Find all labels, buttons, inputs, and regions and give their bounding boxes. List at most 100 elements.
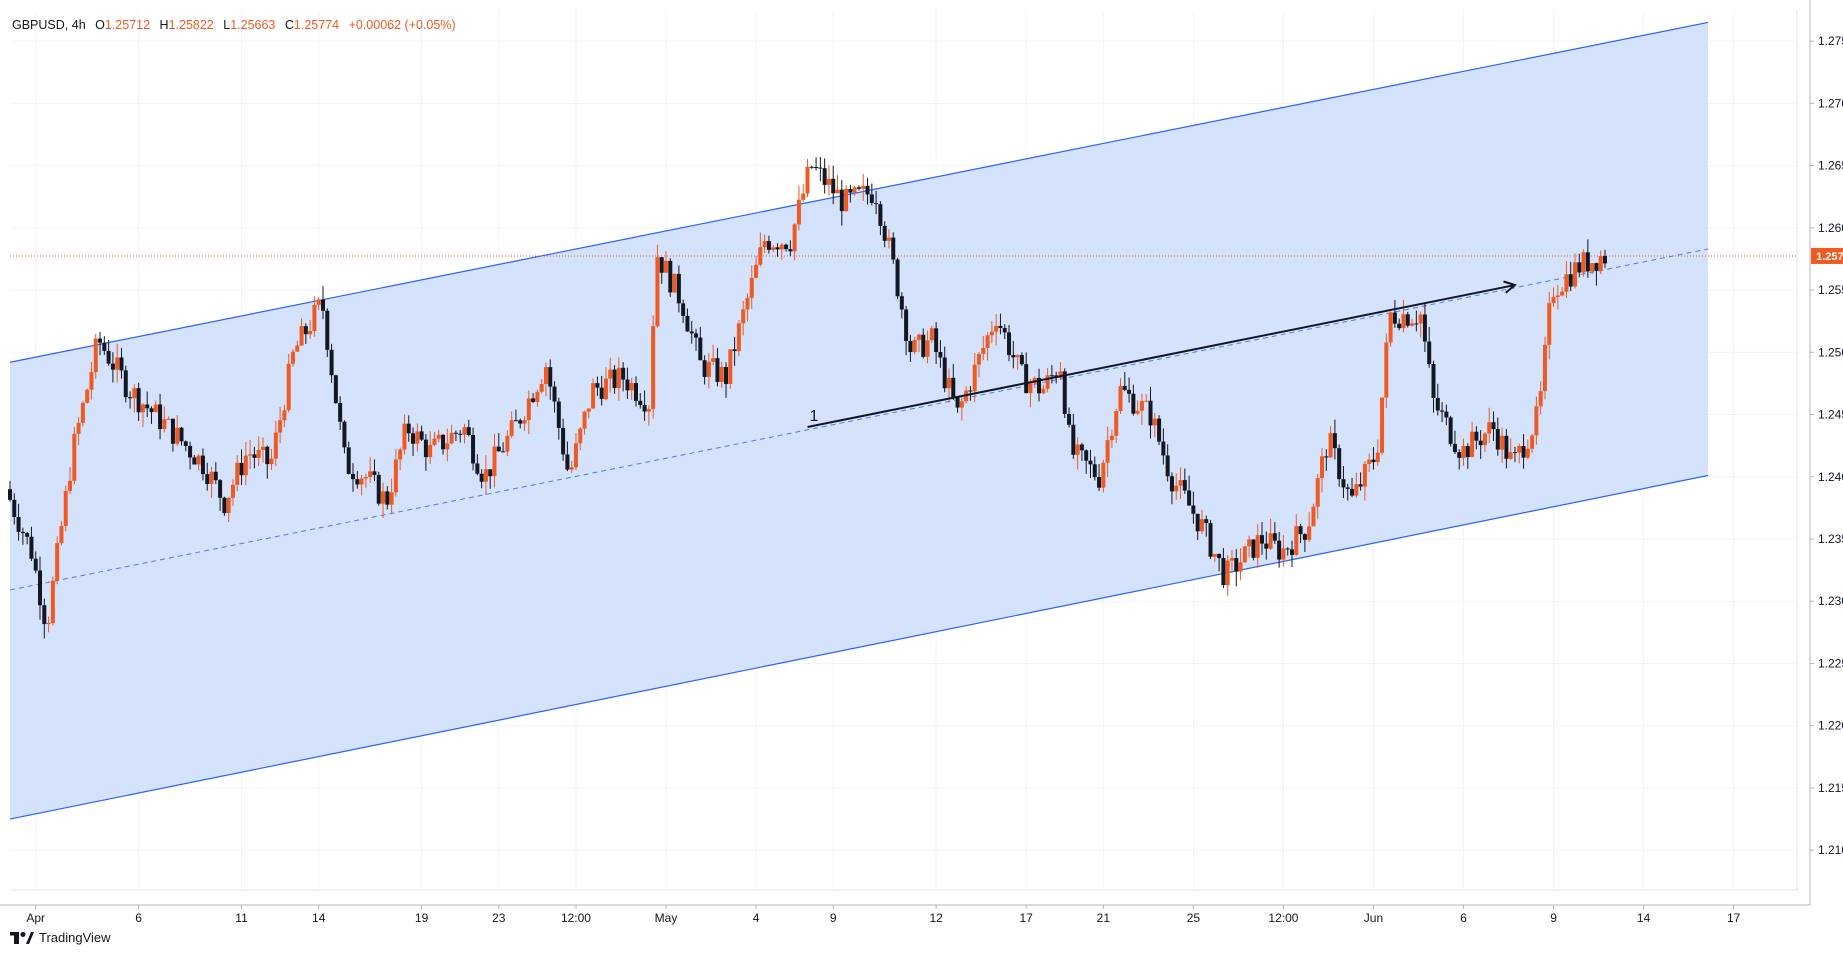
candle-body (415, 431, 420, 444)
candle-body (1350, 488, 1355, 496)
candle-body (1362, 463, 1367, 487)
candle-body (1131, 393, 1136, 414)
candle-body (586, 408, 591, 412)
trend-arrow-annotation[interactable]: 1 (807, 280, 1518, 428)
x-tick-label: 9 (830, 911, 837, 925)
candle-body (1500, 435, 1505, 450)
parallel-channel[interactable] (9, 21, 1709, 820)
candle-body (629, 383, 634, 391)
interval[interactable]: 4h (71, 18, 86, 32)
candle-body (1272, 533, 1277, 541)
x-tick-label: 23 (492, 911, 506, 925)
candle-body (1422, 314, 1427, 342)
candle-body (286, 363, 291, 411)
candle-body (796, 199, 801, 225)
candle-body (642, 404, 647, 412)
candle-body (1161, 441, 1166, 456)
low-key: L (223, 18, 231, 32)
change-value: +0.00062 (+0.05%) (348, 18, 456, 32)
candle-body (852, 187, 857, 193)
chart-axes: 1.21000 1.21500 1.22000 1.22500 1.23000 1.235… (0, 0, 1843, 925)
candle-body (655, 257, 660, 327)
y-tick-label: 1.27500 (1818, 34, 1843, 48)
candle-body (218, 480, 223, 498)
candle-body (432, 438, 437, 445)
candle-body (119, 357, 124, 371)
candle-body (994, 325, 999, 332)
candle-body (977, 353, 982, 365)
candle-body (179, 427, 184, 442)
candle-body (595, 383, 600, 388)
candle-body (938, 352, 943, 358)
candle-body (68, 480, 73, 491)
x-tick-label: Apr (26, 911, 45, 925)
candle-body (1568, 274, 1573, 287)
candle-body (1384, 342, 1389, 398)
candle-body (1139, 401, 1144, 411)
close-key: C (284, 18, 294, 32)
candle-body (406, 423, 411, 434)
x-tick-label: 14 (1637, 911, 1651, 925)
candle-body (1452, 443, 1457, 453)
candle-body (1525, 448, 1530, 458)
candle-body (886, 237, 891, 241)
candle-body (724, 366, 729, 385)
candle-body (128, 397, 133, 399)
candle-body (1015, 354, 1020, 358)
candle-body (29, 536, 34, 559)
candle-body (483, 469, 488, 482)
candle-body (689, 331, 694, 334)
candle-body (252, 454, 257, 458)
candle-body (312, 304, 317, 331)
candle-body (1530, 435, 1535, 449)
x-tick-label: 14 (312, 911, 326, 925)
candle-body (42, 605, 47, 625)
candle-body (792, 224, 797, 252)
candle-body (925, 340, 930, 357)
candle-body (308, 330, 313, 335)
candle-body (1440, 410, 1445, 412)
candle-body (801, 193, 806, 200)
candle-body (861, 185, 866, 189)
candle-body (1028, 383, 1033, 394)
candle-body (265, 446, 270, 465)
y-tick-label: 1.23500 (1818, 532, 1843, 546)
candle-body (766, 241, 771, 250)
candle-body (501, 451, 506, 453)
candle-body (616, 367, 621, 389)
candle-body (882, 225, 887, 241)
candle-body (561, 427, 566, 455)
candle-body (278, 420, 283, 433)
candle-body (985, 335, 990, 349)
candle-body (874, 202, 879, 205)
candle-body (106, 350, 111, 364)
brand-footer[interactable]: TradingView (10, 930, 111, 945)
candle-body (539, 383, 544, 392)
candle-body (123, 370, 128, 398)
symbol-name[interactable]: GBPUSD (12, 18, 65, 32)
candle-body (754, 264, 759, 278)
candle-body (946, 377, 951, 389)
candle-body (1427, 341, 1432, 365)
candle-body (346, 447, 351, 474)
candle-body (934, 328, 939, 353)
candle-body (1002, 327, 1007, 333)
candle-body (222, 497, 227, 514)
candle-body (488, 469, 493, 477)
candle-body (822, 168, 827, 185)
candle-body (140, 404, 145, 413)
candle-body (260, 446, 265, 450)
candle-body (1268, 533, 1273, 549)
candle-body (1482, 433, 1487, 446)
candle-body (1264, 543, 1269, 549)
candle-body (664, 260, 669, 273)
candle-body (1324, 456, 1329, 458)
candle-body (12, 499, 17, 517)
candle-body (1024, 364, 1029, 394)
candle-body (1457, 452, 1462, 459)
candle-body (385, 491, 390, 505)
x-tick-label: 12:00 (1268, 911, 1298, 925)
candle-body (1225, 560, 1230, 586)
candle-body (1585, 252, 1590, 272)
